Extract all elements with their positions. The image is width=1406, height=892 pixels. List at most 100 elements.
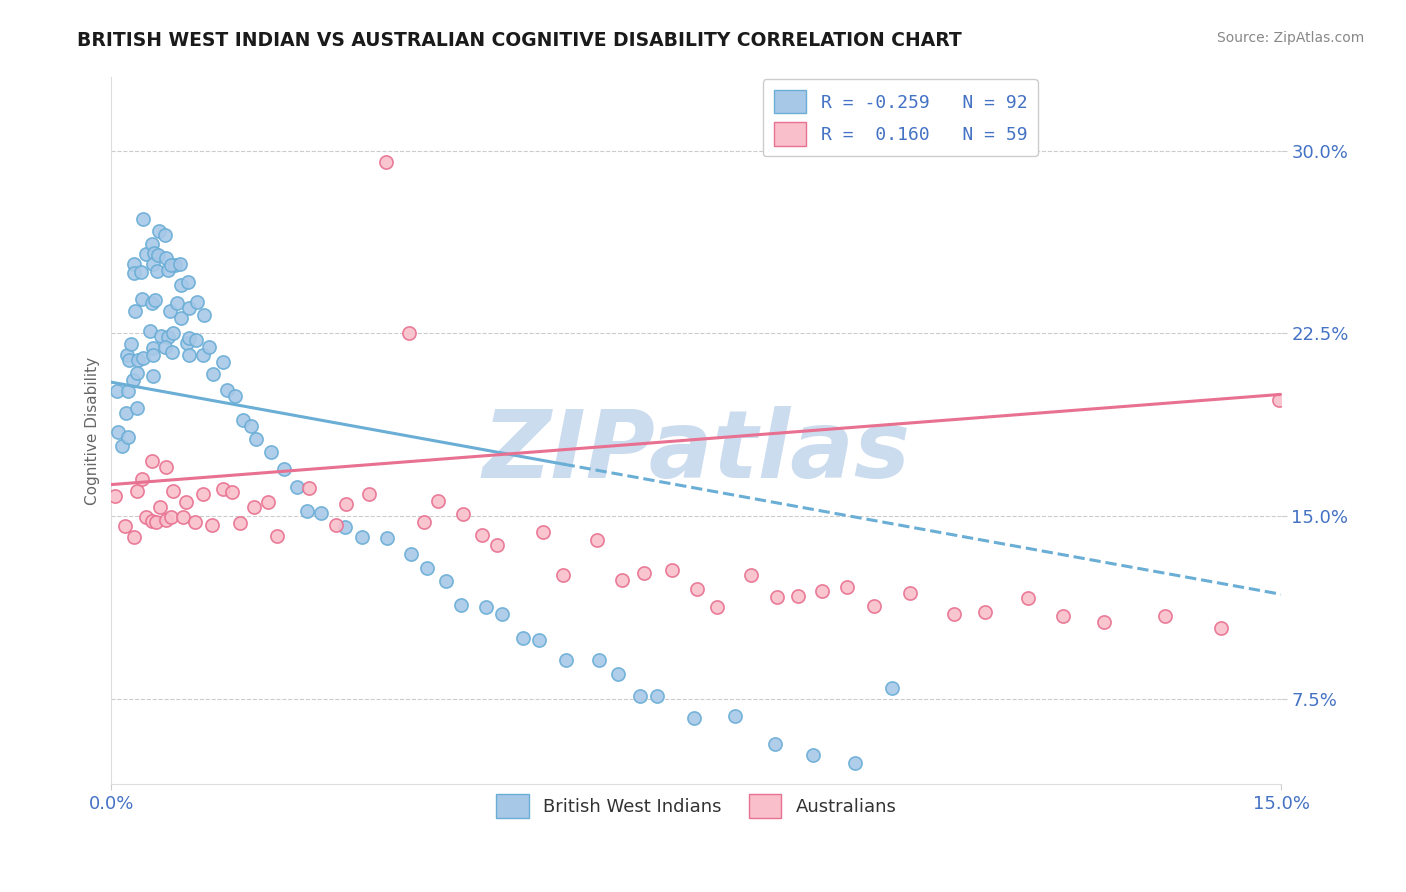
Y-axis label: Cognitive Disability: Cognitive Disability <box>86 357 100 505</box>
Point <box>179 331 201 345</box>
Point <box>169 310 191 325</box>
Point <box>191 348 214 362</box>
Point <box>177 275 200 289</box>
Point <box>141 454 163 468</box>
Point <box>427 494 450 508</box>
Point <box>943 607 966 622</box>
Point <box>273 462 295 476</box>
Point <box>135 247 157 261</box>
Point <box>184 333 207 347</box>
Point <box>184 515 207 529</box>
Point <box>1017 591 1039 605</box>
Point <box>1092 615 1115 629</box>
Point <box>221 484 243 499</box>
Point <box>132 351 155 365</box>
Point <box>217 383 239 397</box>
Point <box>124 304 146 318</box>
Point <box>683 710 706 724</box>
Point <box>176 336 198 351</box>
Point <box>245 432 267 446</box>
Point <box>169 257 191 271</box>
Point <box>844 756 866 771</box>
Point <box>333 520 356 534</box>
Point <box>645 689 668 703</box>
Text: Source: ZipAtlas.com: Source: ZipAtlas.com <box>1216 31 1364 45</box>
Point <box>157 330 180 344</box>
Point <box>229 516 252 530</box>
Text: ZIPatlas: ZIPatlas <box>482 406 910 498</box>
Point <box>146 264 169 278</box>
Point <box>451 508 474 522</box>
Point <box>139 324 162 338</box>
Point <box>765 590 787 604</box>
Point <box>143 245 166 260</box>
Point <box>155 459 177 474</box>
Point <box>174 495 197 509</box>
Point <box>533 524 555 539</box>
Point <box>740 568 762 582</box>
Point <box>142 349 165 363</box>
Point <box>198 340 221 354</box>
Point <box>150 328 173 343</box>
Point <box>105 384 128 398</box>
Point <box>166 296 188 310</box>
Point <box>375 155 398 169</box>
Point <box>527 633 550 648</box>
Point <box>606 667 628 681</box>
Point <box>114 406 136 420</box>
Point <box>162 326 184 340</box>
Point <box>811 584 834 599</box>
Point <box>170 277 193 292</box>
Point <box>628 689 651 703</box>
Point <box>142 257 165 271</box>
Point <box>142 369 165 384</box>
Point <box>165 259 187 273</box>
Point <box>398 326 420 340</box>
Point <box>412 515 434 529</box>
Point <box>1153 609 1175 624</box>
Point <box>259 445 281 459</box>
Point <box>191 487 214 501</box>
Point <box>155 341 177 355</box>
Point <box>450 598 472 612</box>
Point <box>434 574 457 588</box>
Point <box>211 482 233 496</box>
Point <box>186 294 208 309</box>
Point <box>122 266 145 280</box>
Point <box>1052 609 1074 624</box>
Point <box>485 538 508 552</box>
Point <box>141 296 163 310</box>
Point <box>295 504 318 518</box>
Point <box>242 500 264 515</box>
Point <box>224 389 246 403</box>
Point <box>143 293 166 307</box>
Point <box>512 632 534 646</box>
Point <box>232 413 254 427</box>
Point <box>122 530 145 544</box>
Point <box>172 510 194 524</box>
Point <box>801 747 824 762</box>
Point <box>862 599 884 613</box>
Point <box>193 308 215 322</box>
Point <box>104 489 127 503</box>
Point <box>111 439 134 453</box>
Point <box>350 530 373 544</box>
Point <box>763 737 786 751</box>
Point <box>551 568 574 582</box>
Text: BRITISH WEST INDIAN VS AUSTRALIAN COGNITIVE DISABILITY CORRELATION CHART: BRITISH WEST INDIAN VS AUSTRALIAN COGNIT… <box>77 31 962 50</box>
Point <box>401 547 423 561</box>
Point <box>1211 621 1233 635</box>
Point <box>661 564 683 578</box>
Point <box>471 528 494 542</box>
Point <box>160 345 183 359</box>
Point <box>266 529 288 543</box>
Point <box>335 497 357 511</box>
Point <box>127 483 149 498</box>
Point <box>202 367 225 381</box>
Point <box>155 252 177 266</box>
Point <box>160 258 183 272</box>
Point <box>127 366 149 380</box>
Point <box>141 514 163 528</box>
Point <box>585 533 607 547</box>
Point <box>835 580 858 594</box>
